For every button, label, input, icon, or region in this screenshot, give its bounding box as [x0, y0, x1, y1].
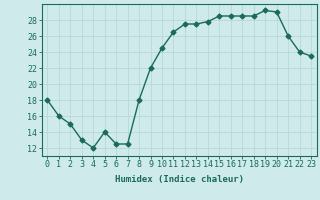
X-axis label: Humidex (Indice chaleur): Humidex (Indice chaleur): [115, 175, 244, 184]
